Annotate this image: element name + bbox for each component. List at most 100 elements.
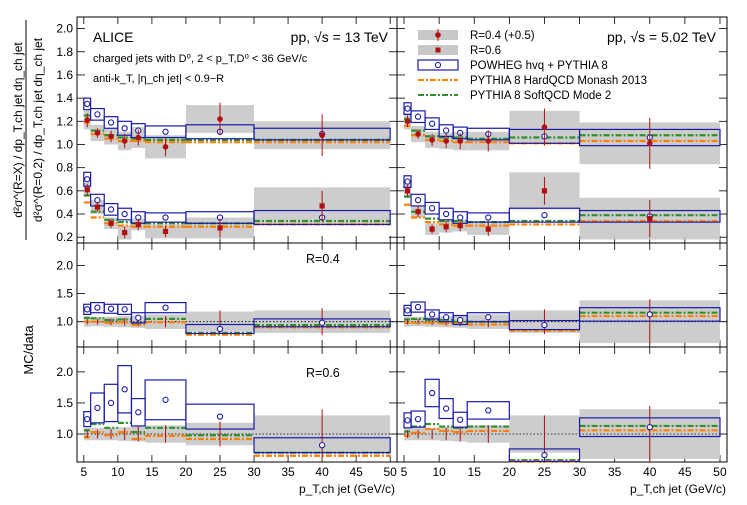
powheg-marker — [646, 424, 653, 431]
powheg-marker — [162, 396, 169, 403]
powheg-marker — [135, 314, 142, 321]
y-tick-label: 1.6 — [56, 68, 73, 82]
algorithm-label: anti-k_T, |η_ch jet| < 0.9−R — [93, 73, 224, 85]
powheg-marker — [428, 311, 436, 318]
r04-panel-label: R=0.4 — [306, 252, 340, 266]
powheg-marker — [84, 100, 91, 108]
data-r04-marker — [415, 131, 421, 137]
energy-502-label: pp, √s = 5.02 TeV — [607, 29, 717, 45]
y-axis-title-top-den: d²σ^(R=0.2) / dp_T,ch jet dη_ch jet — [31, 37, 45, 222]
powheg-box — [117, 365, 133, 414]
data-r06-marker — [485, 226, 491, 232]
y-tick-label: 1.2 — [56, 114, 73, 128]
x-axis-title-left: p_T,ch jet (GeV/c) — [299, 482, 395, 496]
powheg-marker — [457, 214, 464, 221]
data-r06-marker — [404, 188, 411, 194]
powheg-marker — [135, 409, 142, 416]
powheg-marker — [107, 206, 115, 213]
powheg-marker — [442, 405, 450, 412]
x-tick-label: 35 — [608, 465, 622, 479]
legend-entry-mode2: PYTHIA 8 SoftQCD Mode 2 — [418, 90, 611, 102]
powheg-marker — [414, 303, 422, 311]
data-r06-marker — [541, 188, 548, 194]
data-r06-marker — [84, 187, 90, 193]
x-tick-label: 50 — [384, 465, 398, 479]
powheg-marker — [162, 304, 169, 311]
x-tick-label: 20 — [179, 465, 193, 479]
data-r04-marker — [457, 138, 463, 144]
x-tick-label: 15 — [468, 465, 482, 479]
data-r06-marker — [94, 204, 101, 210]
y-tick-label: 1.8 — [56, 45, 73, 59]
powheg-marker — [404, 178, 411, 185]
data-r04-marker — [121, 138, 128, 144]
powheg-box — [410, 301, 426, 313]
powheg-marker — [428, 205, 436, 212]
alice-label: ALICE — [93, 29, 133, 45]
x-tick-label: 20 — [503, 465, 517, 479]
legend-label: R=0.4 (+0.5) — [470, 30, 535, 42]
y-tick-label: 1.5 — [56, 396, 73, 410]
powheg-box — [424, 378, 440, 408]
data-r06-marker — [162, 228, 169, 235]
x-tick-label: 30 — [247, 465, 261, 479]
powheg-marker — [485, 314, 492, 321]
y-axis-title-top: d²σ^(R=X) / dp_T,ch jet dη_ch jet d²σ^(R… — [11, 20, 45, 240]
y-axis-title-top-num: d²σ^(R=X) / dp_T,ch jet dη_ch jet — [11, 42, 25, 218]
data-r04-marker — [108, 133, 114, 140]
y-axis-title-ratio: MC/data — [21, 325, 36, 375]
x-tick-label: 40 — [643, 465, 657, 479]
data-r04-marker — [319, 132, 325, 139]
x-tick-label: 25 — [538, 465, 552, 479]
data-r06-marker — [647, 216, 653, 222]
y-tick-label: 2.0 — [56, 365, 73, 379]
powheg-marker — [94, 111, 101, 118]
powheg-box — [253, 437, 391, 454]
powheg-marker — [414, 196, 422, 204]
legend: R=0.4 (+0.5) R=0.6 POWHEG hvq + PYTHIA 8 PY… — [417, 29, 647, 102]
powheg-box — [185, 323, 255, 335]
powheg-marker — [541, 452, 548, 459]
y-tick-label: 1.4 — [56, 91, 73, 105]
data-r04-marker — [485, 138, 492, 144]
powheg-marker — [646, 311, 653, 318]
plot-layer: 0.2 0.4 0.6 0.8 1.0 1.2 1.4 1.6 1.8 2.0 1.0 1.5 2.0 5… — [56, 17, 727, 479]
powheg-marker — [428, 389, 436, 397]
y-tick-label: 0.6 — [56, 184, 73, 198]
powheg-box — [578, 417, 721, 438]
y-tick-label: 0.8 — [56, 161, 73, 175]
y-tick-label: 1.0 — [56, 137, 73, 151]
y-tick-label: 0.2 — [56, 230, 73, 244]
x-tick-label: 35 — [281, 465, 295, 479]
powheg-marker — [162, 128, 169, 135]
powheg-box — [452, 411, 468, 428]
x-tick-label: 15 — [145, 465, 159, 479]
powheg-box — [508, 319, 581, 331]
y-tick-label: 1.0 — [56, 315, 73, 329]
data-r04-marker — [404, 118, 411, 125]
selection-label: charged jets with D⁰, 2 < p_T,D⁰ < 36 Ge… — [93, 53, 308, 65]
powheg-box — [130, 312, 146, 324]
powheg-box — [144, 379, 187, 421]
data-r04-marker — [443, 138, 449, 144]
powheg-marker — [121, 210, 128, 218]
powheg-box — [83, 97, 92, 111]
legend-label: R=0.6 — [470, 45, 501, 57]
powheg-box — [144, 301, 187, 314]
powheg-box — [117, 303, 133, 315]
data-r06-marker — [457, 223, 463, 229]
x-tick-label: 10 — [432, 465, 446, 479]
powheg-marker — [94, 404, 101, 412]
legend-label: PYTHIA 8 SoftQCD Mode 2 — [470, 90, 611, 102]
r06-panel-label: R=0.6 — [306, 366, 340, 380]
legend-marker — [434, 61, 442, 69]
powheg-marker — [162, 214, 169, 221]
data-r06-marker — [122, 229, 128, 236]
data-r04-marker — [217, 116, 223, 122]
powheg-marker — [216, 325, 224, 333]
powheg-marker — [457, 316, 464, 324]
powheg-marker — [404, 417, 411, 424]
powheg-marker — [485, 214, 492, 221]
powheg-box — [508, 448, 581, 462]
powheg-box — [90, 107, 105, 121]
